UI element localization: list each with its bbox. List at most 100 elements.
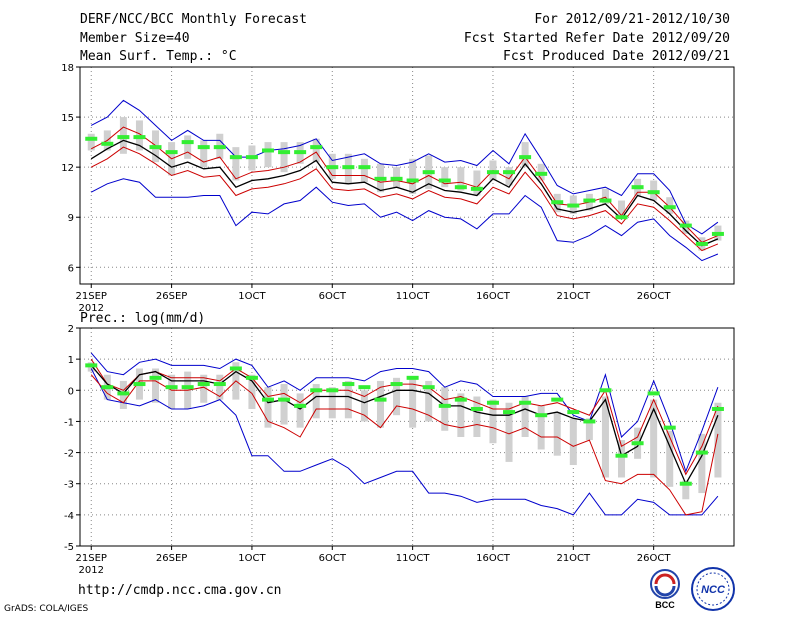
- panel2-spread-bar: [152, 368, 160, 403]
- panel1-median-marker: [117, 135, 130, 140]
- panel2-spread-bar: [248, 374, 256, 409]
- panel2-median-marker: [519, 400, 532, 405]
- panel2-spread-bar: [682, 480, 690, 500]
- panel1-median-marker: [535, 171, 548, 176]
- panel1-x-tick-label: 11OCT: [396, 291, 431, 302]
- panel2-median-marker: [663, 425, 676, 430]
- panel2-median-marker: [133, 382, 146, 387]
- started-refer-date: Fcst Started Refer Date 2012/09/20: [463, 31, 730, 46]
- ncc-logo-ring: [691, 567, 735, 611]
- panel1-median-marker: [101, 141, 114, 146]
- panel2-x-tick-label: 26OCT: [637, 553, 672, 564]
- panel2-spread-bar: [216, 374, 224, 400]
- panel1-median-marker: [631, 185, 644, 190]
- bcc-logo: BCC: [650, 569, 680, 610]
- panel2-median-marker: [229, 366, 242, 371]
- panel2-median-marker: [262, 397, 275, 402]
- panel2-spread-bar: [521, 396, 529, 437]
- panel2-spread-bar: [200, 374, 208, 403]
- panel2-spread-bar: [376, 380, 384, 428]
- panel1-spread-bar: [409, 158, 417, 194]
- panel2-median-marker: [599, 388, 612, 393]
- panel1-median-marker: [278, 150, 291, 155]
- panel2-median-marker: [181, 385, 194, 390]
- produced-date: Fcst Produced Date 2012/09/21: [503, 49, 730, 64]
- panel2-x-tick-label: 21SEP: [76, 553, 107, 564]
- panel1-median-marker: [663, 205, 676, 210]
- bcc-logo-ring: [650, 569, 680, 599]
- panel1-y-tick-label: 12: [61, 163, 74, 174]
- panel1-median-marker: [149, 145, 162, 150]
- panel2-median-marker: [615, 453, 628, 458]
- panel2-x-tick-label: 21OCT: [556, 553, 591, 564]
- panel2-median-marker: [149, 375, 162, 380]
- panel2-spread-bar: [360, 390, 368, 422]
- panel1-spread-bar: [618, 200, 626, 219]
- panel2-spread-bar: [328, 387, 336, 419]
- panel1-spread-bar: [521, 142, 529, 168]
- panel1-median-marker: [599, 198, 612, 203]
- panel1-spread-bar: [200, 140, 208, 168]
- panel2-spread-bar: [425, 380, 433, 422]
- panel1-x-tick-label: 21OCT: [556, 291, 591, 302]
- panel2-spread-bar: [569, 418, 577, 466]
- panel1-spread-bar: [473, 170, 481, 196]
- panel2-spread-bar: [457, 393, 465, 437]
- panel1-median-marker: [213, 145, 226, 150]
- panel1-median-marker: [358, 165, 371, 170]
- source-url[interactable]: http://cmdp.ncc.cma.gov.cn: [78, 583, 282, 598]
- panel2-spread-bar: [714, 402, 722, 478]
- panel1-x-tick-label: 26SEP: [156, 291, 187, 302]
- panel2-spread-bar: [666, 430, 674, 487]
- panel2-spread-bar: [168, 374, 176, 409]
- panel2-median-marker: [647, 391, 660, 396]
- panel1-median-marker: [615, 215, 628, 220]
- panel2-median-marker: [165, 385, 178, 390]
- panel1-y-tick-label: 15: [61, 113, 74, 124]
- panel2-median-marker: [101, 385, 114, 390]
- panel2-spread-bar: [344, 380, 352, 419]
- panel2-line-ensemble-min: [90, 368, 719, 516]
- panel2-title: Prec.: log(mm/d): [80, 311, 205, 326]
- panel1-median-marker: [262, 148, 275, 153]
- panel2-median-marker: [583, 419, 596, 424]
- ncc-logo-text: NCC: [701, 584, 726, 596]
- panel1-median-marker: [711, 231, 724, 236]
- panel1-spread-bar: [280, 142, 288, 173]
- panel1-median-marker: [406, 178, 419, 183]
- panel2-line-mean-sd: [90, 374, 719, 516]
- panel2-spread-bar: [618, 440, 626, 478]
- panel2-spread-bar: [296, 393, 304, 428]
- chart-title: DERF/NCC/BCC Monthly Forecast: [80, 12, 307, 27]
- panel2-spread-bar: [473, 396, 481, 437]
- panel2-median-marker: [390, 382, 403, 387]
- panel1-median-marker: [133, 135, 146, 140]
- panel1-median-marker: [85, 136, 98, 141]
- panel2-spread-bar: [650, 399, 658, 478]
- panel2-x-tick-label: 11OCT: [396, 553, 431, 564]
- panel2-y-tick-label: 2: [68, 324, 74, 335]
- panel2-spread-bar: [601, 396, 609, 478]
- panel1-median-marker: [245, 155, 258, 160]
- bcc-logo-arc-blue: [654, 585, 676, 597]
- panel2-spread-bar: [585, 418, 593, 441]
- panel2-spread-bar: [441, 387, 449, 431]
- panel1-spread-bar: [457, 167, 465, 191]
- panel1-median-marker: [519, 155, 532, 160]
- panel1-y-tick-label: 18: [61, 63, 74, 74]
- panel1-spread-bar: [232, 147, 240, 181]
- panel2-median-marker: [85, 363, 98, 368]
- panel1-spread-bar: [87, 133, 95, 151]
- panel2-median-marker: [486, 400, 499, 405]
- panel2-x-tick-label: 1OCT: [238, 553, 266, 564]
- panel1-spread-bar: [264, 142, 272, 168]
- panel1-line-mean-sd: [90, 146, 719, 252]
- panel2-median-marker: [470, 406, 483, 411]
- panel2-median-marker: [374, 397, 387, 402]
- variable-label: Mean Surf. Temp.: °C: [80, 49, 237, 64]
- panel1-line-ensemble-min: [90, 178, 719, 262]
- panel2-spread-bar: [489, 399, 497, 444]
- panel2-median-marker: [679, 481, 692, 486]
- panel2-median-marker: [551, 397, 564, 402]
- panel2-median-marker: [310, 388, 323, 393]
